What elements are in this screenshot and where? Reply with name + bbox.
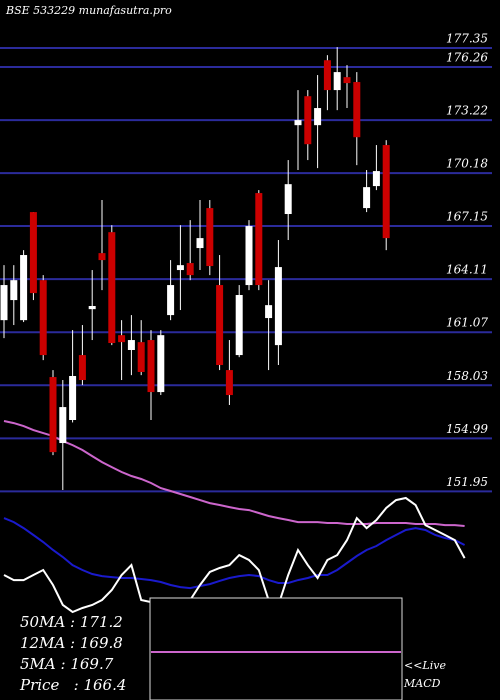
macd-label: MACD [403, 677, 441, 690]
annotations: 50MA : 171.2 12MA : 169.8 5MA : 169.7 Price… [19, 613, 126, 694]
candle-body [196, 238, 204, 249]
candle-body [255, 193, 263, 286]
candle-body [206, 208, 214, 267]
candle-body [382, 145, 390, 239]
y-tick-label: 158.03 [446, 369, 488, 383]
y-tick-label: 154.99 [446, 422, 488, 436]
candle-body [78, 355, 86, 381]
candle-body [216, 285, 224, 366]
y-tick-label: 151.95 [446, 475, 488, 489]
candle-body [127, 340, 135, 350]
candle-body [98, 253, 106, 261]
candle-body [304, 96, 312, 145]
candles [0, 47, 390, 490]
candle-body [372, 171, 380, 187]
indicator-value: 12MA : 169.8 [20, 634, 123, 652]
candle-body [157, 335, 165, 393]
candle-body [88, 306, 96, 310]
candle-body [245, 226, 253, 286]
candle-body [333, 72, 341, 91]
candle-body [108, 232, 116, 344]
candle-body [49, 377, 57, 453]
chart-title: BSE 533229 munafasutra.pro [5, 4, 172, 17]
candle-body [294, 120, 302, 126]
candle-body [314, 108, 322, 126]
candle-body [363, 187, 371, 209]
y-tick-label: 164.11 [446, 263, 488, 277]
y-tick-label: 167.15 [446, 210, 488, 224]
y-tick-label: 173.22 [446, 104, 488, 118]
y-tick-label: 161.07 [446, 316, 488, 330]
candle-body [176, 265, 184, 271]
candle-body [59, 407, 67, 444]
candle-body [343, 77, 351, 84]
candle-body [235, 295, 243, 356]
macd-label: <<Live [404, 659, 446, 672]
indicator-value: 5MA : 169.7 [20, 655, 114, 673]
candle-body [225, 370, 233, 396]
y-tick-label: 176.26 [446, 51, 488, 65]
indicator-line [3, 496, 466, 614]
indicator-line [3, 420, 465, 527]
indicator-value: 50MA : 171.2 [20, 613, 123, 631]
candle-body [10, 280, 18, 301]
candle-body [284, 184, 292, 215]
indicator-value: Price : 166.4 [19, 676, 126, 694]
candle-body [265, 305, 273, 319]
candle-body [118, 335, 126, 343]
candle-body [137, 342, 145, 372]
candle-body [274, 267, 282, 346]
candle-body [0, 285, 8, 321]
candle-body [20, 255, 28, 321]
candle-body [39, 280, 47, 356]
candle-body [186, 263, 194, 276]
candle-body [353, 82, 361, 138]
y-tick-label: 170.18 [446, 157, 488, 171]
candle-body [323, 60, 331, 91]
candle-body [147, 340, 155, 393]
candle-body [69, 376, 77, 420]
candle-body [29, 212, 37, 294]
candle-body [167, 285, 175, 316]
y-tick-label: 177.35 [446, 32, 488, 46]
macd-panel [149, 597, 403, 700]
lines [3, 420, 466, 614]
indicator-line [3, 517, 466, 590]
